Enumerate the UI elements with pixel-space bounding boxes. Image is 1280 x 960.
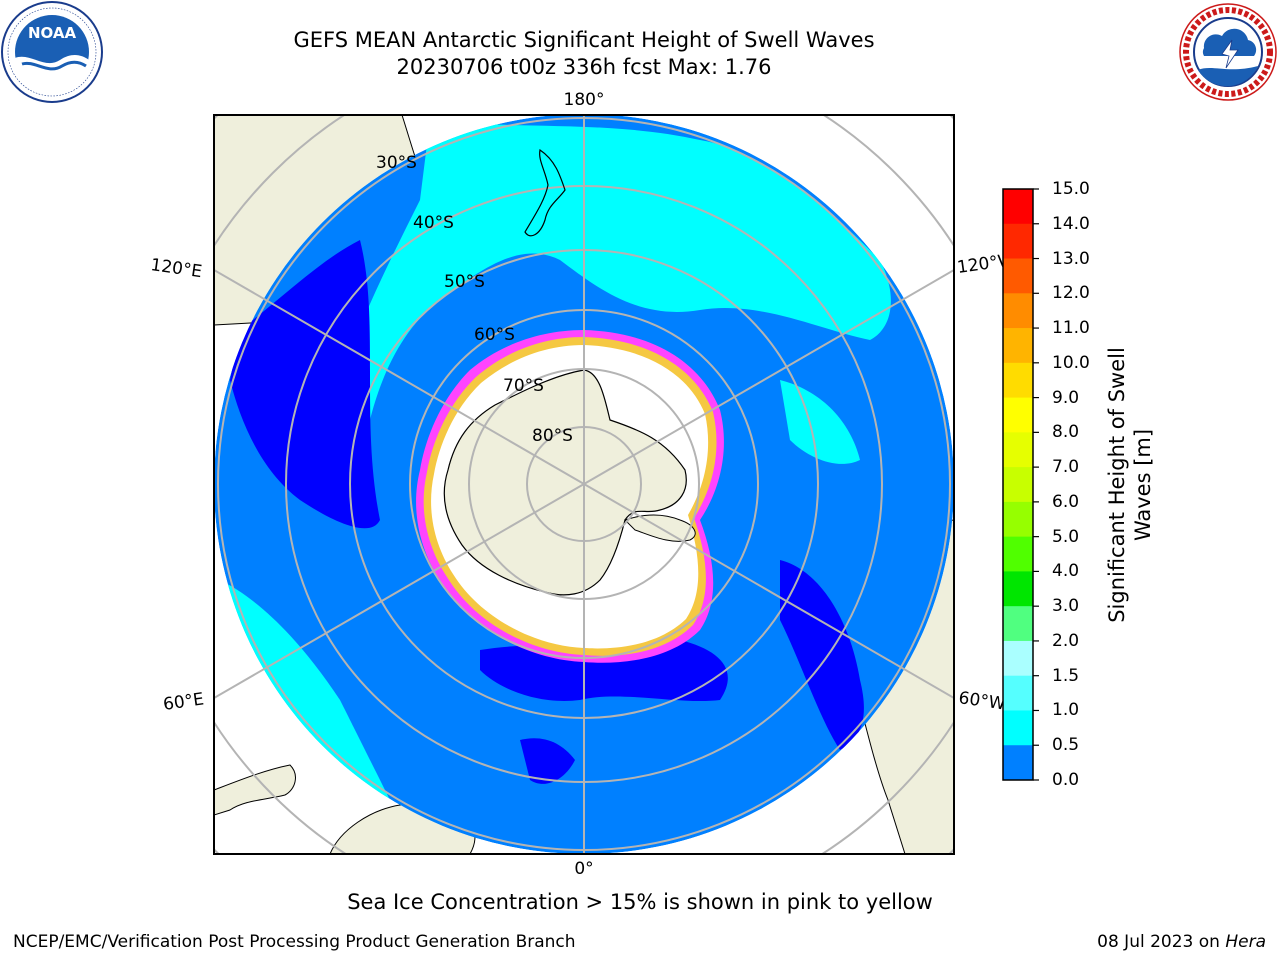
colorbar-tick-label: 9.0 [1052,387,1080,408]
colorbar-segment [1003,258,1033,294]
nws-logo [1179,3,1277,101]
colorbar-segment [1003,328,1033,364]
colorbar-segment [1003,745,1033,781]
credit-date: 08 Jul 2023 on Hera [1097,932,1266,952]
colorbar-tick-label: 13.0 [1052,248,1090,269]
lon-label-60e: 60°E [162,689,205,714]
colorbar-tick-label: 12.0 [1052,283,1090,304]
colorbar [1002,188,1039,781]
madagascar-land [214,764,296,816]
noaa-logo-text: NOAA [28,24,77,42]
lat-label-60s: 60°S [474,325,515,345]
credit-branch: NCEP/EMC/Verification Post Processing Pr… [13,932,576,952]
credit-machine: Hera [1225,932,1266,952]
colorbar-tick-label: 7.0 [1052,457,1080,478]
colorbar-title-line1: Significant Height of Swell [1105,347,1129,623]
lat-label-30s: 30°S [376,153,417,173]
colorbar-segment [1003,293,1033,329]
lon-label-60w: 60°W [957,688,1006,714]
lat-label-70s: 70°S [503,376,544,396]
colorbar-border [1002,188,1034,781]
low-swell-west [230,240,380,529]
colorbar-tick-label: 0.0 [1052,770,1080,790]
low-swell-south [480,640,728,702]
colorbar-tick-label: 10.0 [1052,352,1090,373]
colorbar-tick-label: 14.0 [1052,213,1090,234]
lat-label-50s: 50°S [444,272,485,292]
colorbar-tick-label: 4.0 [1052,561,1080,582]
colorbar-tick-label: 6.0 [1052,491,1080,512]
colorbar-segment [1003,640,1033,677]
colorbar-tick-label: 1.5 [1052,665,1080,686]
colorbar-tick-label: 3.0 [1052,596,1080,617]
colorbar-tick-label: 5.0 [1052,526,1080,547]
lat-label-40s: 40°S [413,213,454,233]
swell-band-cyan [340,120,891,420]
low-swell-southwest [520,738,575,784]
colorbar-tick-label: 15.0 [1052,179,1090,199]
colorbar-segment [1003,536,1033,572]
colorbar-segment [1003,467,1033,503]
lon-label-180: 180° [564,90,605,110]
noaa-logo: NOAA [1,1,103,103]
colorbar-tick-label: 2.0 [1052,630,1080,651]
colorbar-tick-label: 8.0 [1052,422,1080,443]
colorbar-tick-label: 11.0 [1052,318,1090,339]
lon-label-120e: 120°E [149,255,203,282]
colorbar-segment [1003,571,1033,607]
new-zealand-land [524,149,566,237]
colorbar-segment [1003,397,1033,433]
colorbar-segment [1003,606,1033,642]
colorbar-segment [1003,710,1033,746]
lon-label-0: 0° [574,859,593,879]
colorbar-segment [1003,501,1033,538]
colorbar-tick-label: 1.0 [1052,700,1080,721]
colorbar-segment [1003,223,1033,260]
map-frame [213,114,955,855]
sea-ice-caption: Sea Ice Concentration > 15% is shown in … [347,890,933,914]
colorbar-segment [1003,675,1033,711]
chart-subtitle: 20230706 t00z 336h fcst Max: 1.76 [396,55,772,79]
colorbar-segment [1003,189,1033,225]
swell-band-cyan-west [220,580,390,810]
colorbar-segment [1003,362,1033,399]
antarctica-land [443,369,687,596]
credit-date-text: 08 Jul 2023 on [1097,932,1226,952]
colorbar-title-line2: Waves [m] [1131,428,1155,542]
colorbar-segment [1003,432,1033,468]
chart-title: GEFS MEAN Antarctic Significant Height o… [293,28,875,52]
low-swell-east [780,560,864,750]
lat-label-80s: 80°S [532,426,573,446]
colorbar-tick-label: 0.5 [1052,735,1080,756]
swell-patch-cyan-east [780,380,860,464]
colorbar-title: Significant Height of Swell Waves [m] [1104,347,1156,623]
